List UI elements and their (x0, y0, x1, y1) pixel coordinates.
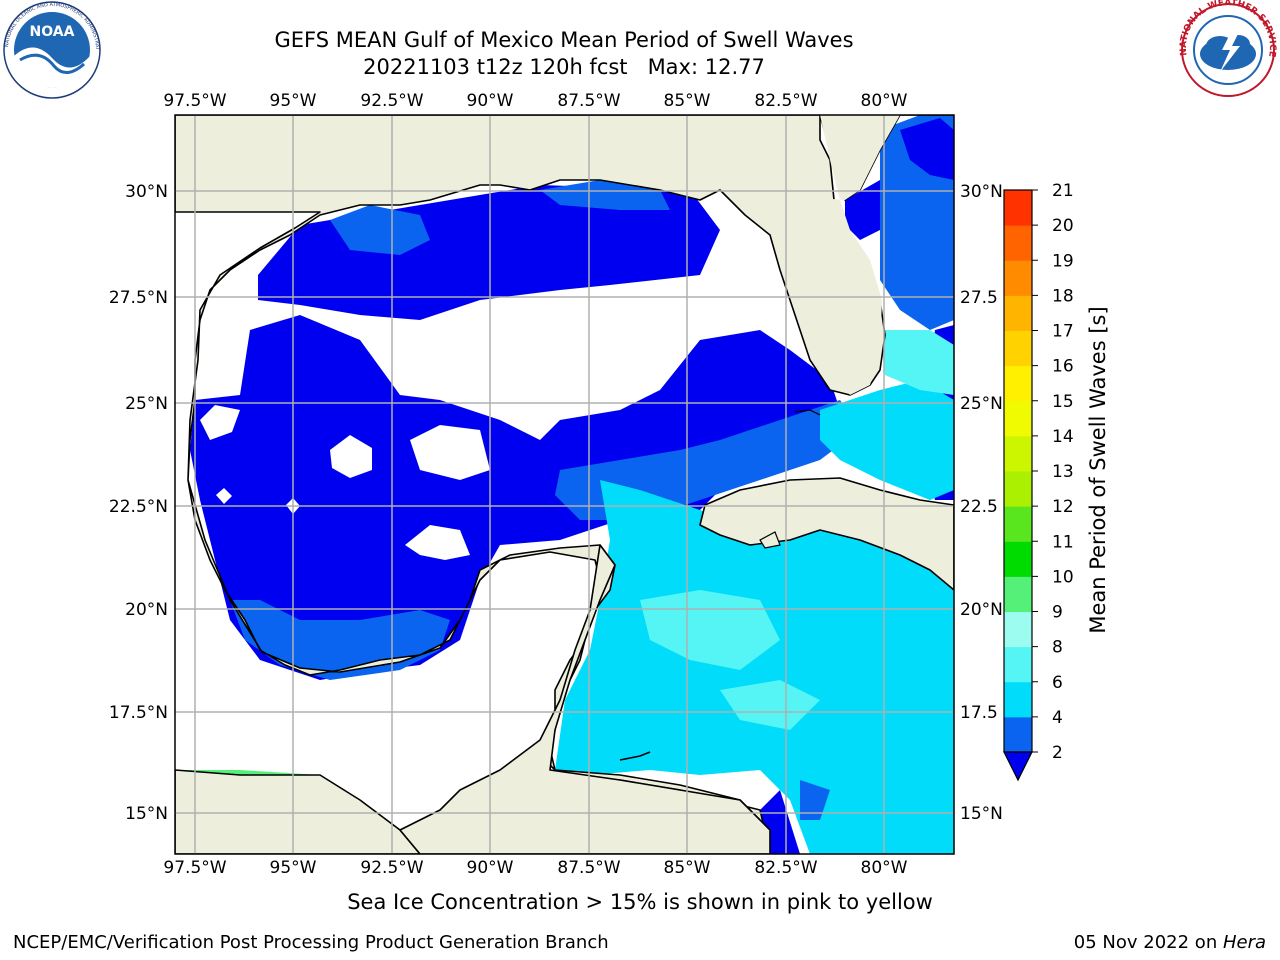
lon-tick-bottom-4: 87.5°W (557, 858, 620, 878)
colorbar-segment (1004, 541, 1032, 577)
colorbar-segment (1004, 295, 1032, 331)
colorbar-segment (1004, 330, 1032, 367)
colorbar-tick-label: 11 (1052, 532, 1074, 552)
colorbar-tick-label: 8 (1052, 638, 1063, 658)
colorbar: 2 4 6 8 9 10 11 12 13 14 15 16 17 18 19 20 21 (1003, 181, 1074, 782)
lon-tick-bottom-5: 85°W (664, 858, 711, 878)
lon-tick-top-5: 85°W (664, 91, 711, 111)
colorbar-segment (1004, 506, 1032, 542)
chart-title: GEFS MEAN Gulf of Mexico Mean Period of … (274, 28, 854, 52)
colorbar-tick-label: 17 (1052, 322, 1074, 342)
colorbar-segment (1004, 611, 1032, 648)
colorbar-tick-label: 2 (1052, 743, 1063, 763)
lon-tick-bottom-0: 97.5°W (163, 858, 226, 878)
colorbar-segment (1004, 260, 1032, 296)
noaa-logo: NOAA NATIONAL OCEANIC AND ATMOSPHERIC AD… (0, 0, 108, 100)
colorbar-tick-label: 9 (1052, 603, 1063, 623)
lat-labels-left: 30°N 27.5°N 25°N 22.5°N 20°N 17.5°N 15°N (109, 182, 168, 824)
lat-tick-right-4: 20°N (960, 600, 1003, 620)
map-field (175, 115, 954, 854)
colorbar-tick-label: 18 (1052, 286, 1074, 306)
lat-labels-right: 30°N 27.5 25°N 22.5 20°N 17.5 15°N (960, 182, 1003, 824)
colorbar-segment (1004, 435, 1032, 472)
lon-labels-top: 97.5°W 95°W 92.5°W 90°W 87.5°W 85°W 82.5… (163, 91, 907, 111)
lat-tick-right-5: 17.5 (960, 703, 998, 723)
map-gridlines (175, 115, 954, 854)
lon-tick-top-0: 97.5°W (163, 91, 226, 111)
colorbar-segment (1004, 646, 1032, 683)
lat-tick-right-0: 30°N (960, 182, 1003, 202)
lat-tick-right-3: 22.5 (960, 497, 998, 517)
footer-date: 05 Nov 2022 on Hera (1074, 932, 1266, 953)
lat-tick-right-2: 25°N (960, 394, 1003, 414)
colorbar-tick-label: 15 (1052, 392, 1074, 412)
lat-tick-left-4: 20°N (125, 600, 168, 620)
colorbar-tick-label: 6 (1052, 673, 1063, 693)
lat-tick-left-3: 22.5°N (109, 497, 168, 517)
map-frame (174, 114, 955, 855)
colorbar-tick-label: 19 (1052, 251, 1074, 271)
colorbar-tick-label: 4 (1052, 708, 1063, 728)
lon-tick-top-3: 90°W (467, 91, 514, 111)
colorbar-segment (1004, 681, 1032, 718)
lat-tick-right-6: 15°N (960, 804, 1003, 824)
chart-subtitle: 20221103 t12z 120h fcst Max: 12.77 (363, 55, 765, 79)
lon-tick-top-6: 82.5°W (754, 91, 817, 111)
lon-tick-top-2: 92.5°W (360, 91, 423, 111)
lon-tick-bottom-3: 90°W (467, 858, 514, 878)
lon-tick-bottom-6: 82.5°W (754, 858, 817, 878)
colorbar-label: Mean Period of Swell Waves [s] (1086, 306, 1110, 633)
colorbar-tick-label: 14 (1052, 427, 1074, 447)
colorbar-segment (1004, 576, 1032, 612)
colorbar-tick-label: 10 (1052, 567, 1074, 587)
colorbar-segment (1004, 400, 1032, 437)
colorbar-tick-label: 13 (1052, 462, 1074, 482)
colorbar-segment (1004, 471, 1032, 507)
lon-tick-bottom-2: 92.5°W (360, 858, 423, 878)
colorbar-segment (1004, 225, 1032, 261)
colorbar-extend-arrow (1003, 751, 1033, 782)
noaa-logo-text: NOAA (30, 24, 75, 40)
lat-tick-left-5: 17.5°N (109, 703, 168, 723)
lat-tick-right-1: 27.5 (960, 288, 998, 308)
lat-tick-left-1: 27.5°N (109, 288, 168, 308)
footer-host: Hera (1222, 932, 1266, 953)
lon-tick-top-4: 87.5°W (557, 91, 620, 111)
lon-tick-bottom-1: 95°W (270, 858, 317, 878)
sea-ice-note: Sea Ice Concentration > 15% is shown in … (347, 890, 933, 914)
footer-branch: NCEP/EMC/Verification Post Processing Pr… (13, 932, 609, 953)
colorbar-tick-label: 20 (1052, 216, 1074, 236)
colorbar-segment (1004, 190, 1032, 226)
lon-tick-bottom-7: 80°W (861, 858, 908, 878)
lon-tick-top-7: 80°W (861, 91, 908, 111)
lat-tick-left-0: 30°N (125, 182, 168, 202)
nws-logo: NATIONAL WEATHER SERVICE (1176, 0, 1280, 100)
lat-tick-left-2: 25°N (125, 394, 168, 414)
colorbar-tick-label: 21 (1052, 181, 1074, 201)
lat-tick-left-6: 15°N (125, 804, 168, 824)
lon-tick-top-1: 95°W (270, 91, 317, 111)
lon-labels-bottom: 97.5°W 95°W 92.5°W 90°W 87.5°W 85°W 82.5… (163, 858, 907, 878)
footer-date-text: 05 Nov 2022 on (1073, 932, 1223, 953)
colorbar-segment (1004, 716, 1032, 753)
colorbar-tick-label: 16 (1052, 357, 1074, 377)
colorbar-tick-label: 12 (1052, 497, 1074, 517)
colorbar-segment (1004, 365, 1032, 402)
